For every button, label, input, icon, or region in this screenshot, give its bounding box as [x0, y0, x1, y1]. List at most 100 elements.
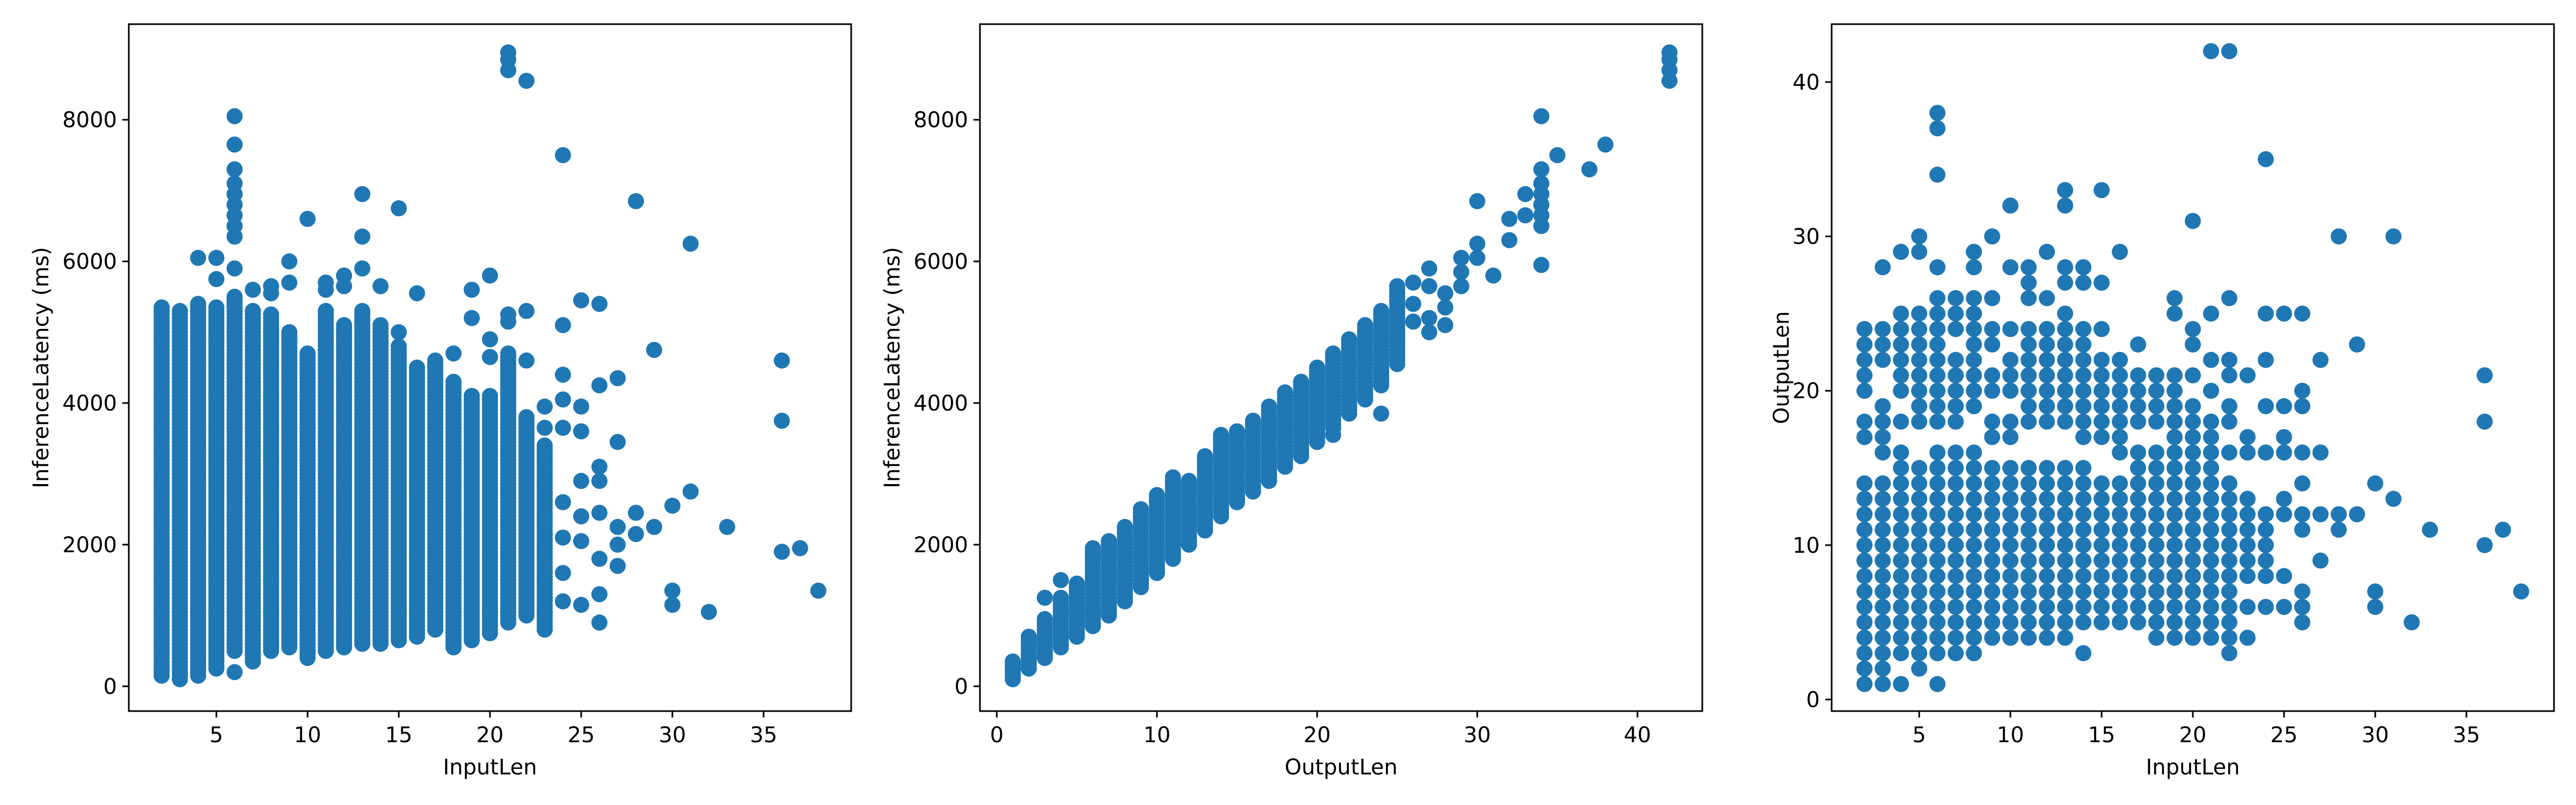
data-point [2057, 475, 2074, 492]
data-point [2075, 352, 2092, 368]
data-point [2021, 475, 2037, 492]
data-point [591, 614, 608, 631]
data-point [2021, 259, 2037, 276]
data-point [1533, 108, 1550, 125]
x-tick-label: 15 [385, 723, 413, 748]
data-point [464, 310, 480, 326]
data-point [2094, 537, 2110, 553]
data-point [2185, 537, 2201, 553]
x-tick-label: 35 [750, 723, 777, 748]
y-tick-label: 10 [1792, 533, 1820, 558]
data-point [2094, 491, 2110, 507]
data-point [226, 664, 243, 680]
data-point [773, 352, 790, 369]
data-point [2039, 367, 2055, 384]
data-point [1966, 537, 1982, 553]
data-point [1893, 491, 1909, 507]
data-point [2275, 305, 2292, 322]
data-point [518, 303, 535, 319]
data-point [2330, 228, 2347, 245]
data-point [2039, 491, 2055, 507]
data-point [1984, 583, 2001, 600]
data-point [500, 62, 516, 78]
data-point [2002, 475, 2019, 492]
data-point [1948, 491, 1964, 507]
data-point [1875, 583, 1891, 600]
data-point [2275, 444, 2292, 461]
data-point [2130, 583, 2147, 600]
data-point [1966, 630, 1982, 646]
data-point [1373, 303, 1389, 319]
data-point [2221, 583, 2237, 600]
data-point [2148, 444, 2165, 461]
scatter-points [153, 44, 826, 687]
data-point [1389, 278, 1406, 295]
data-point [153, 299, 170, 316]
data-point [2021, 506, 2037, 523]
data-point [1893, 352, 1909, 368]
data-point [2112, 383, 2128, 399]
data-point [1421, 310, 1438, 326]
data-point [1911, 506, 1928, 523]
data-point [2294, 506, 2310, 523]
data-point [536, 420, 553, 436]
data-point [2275, 398, 2292, 414]
data-point [1984, 459, 2001, 476]
data-point [1893, 444, 1909, 461]
data-point [2202, 537, 2219, 553]
data-point [1245, 412, 1261, 429]
data-point [2057, 413, 2074, 430]
data-point [1533, 218, 1550, 235]
data-point [1929, 645, 1946, 662]
data-point [1948, 506, 1964, 523]
data-point [2239, 429, 2256, 445]
data-point [609, 518, 626, 535]
y-tick-label: 2000 [62, 533, 117, 558]
data-point [1984, 336, 2001, 353]
data-point [2039, 598, 2055, 615]
x-axis-label: InputLen [443, 755, 537, 780]
data-point [1085, 540, 1101, 557]
data-point [1357, 317, 1373, 333]
data-point [2112, 598, 2128, 615]
y-tick-label: 0 [1806, 687, 1820, 712]
data-point [2094, 367, 2110, 384]
data-point [792, 540, 808, 557]
data-point [1948, 444, 1964, 461]
data-point [2513, 583, 2529, 600]
data-point [245, 281, 261, 298]
y-tick-label: 6000 [62, 250, 117, 274]
data-point [1966, 506, 1982, 523]
data-point [190, 296, 207, 312]
data-point [2167, 367, 2183, 384]
data-point [2021, 413, 2037, 430]
data-point [1856, 491, 1873, 507]
x-tick-label: 40 [1624, 723, 1651, 748]
data-point [2312, 506, 2329, 523]
data-point [1911, 568, 1928, 584]
data-point [1911, 244, 1928, 260]
data-point [2148, 614, 2165, 631]
x-tick-label: 30 [2361, 723, 2389, 748]
data-point [409, 360, 426, 376]
x-tick-label: 5 [1912, 723, 1926, 748]
data-point [1875, 259, 1891, 276]
data-point [2094, 274, 2110, 291]
data-point [2348, 506, 2365, 523]
data-point [2075, 491, 2092, 507]
data-point [1966, 614, 1982, 631]
x-tick-label: 10 [294, 723, 321, 748]
data-point [1325, 427, 1342, 443]
data-point [1437, 317, 1453, 333]
data-point [1929, 259, 1946, 276]
data-point [2112, 352, 2128, 368]
x-tick-label: 20 [477, 723, 504, 748]
data-point [2075, 367, 2092, 384]
data-point [1501, 210, 1518, 227]
data-point [2148, 475, 2165, 492]
data-point [1875, 444, 1891, 461]
axes-frame [979, 23, 1703, 712]
subplot-3: 5 10 15 20 25 30 35 InputLen 0 10 20 30 40 OutputLen [1769, 23, 2555, 780]
data-point [1405, 274, 1422, 291]
data-point [1966, 290, 1982, 306]
